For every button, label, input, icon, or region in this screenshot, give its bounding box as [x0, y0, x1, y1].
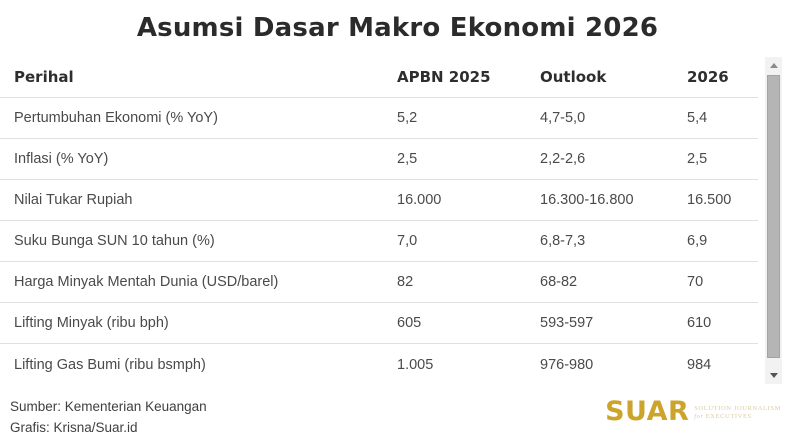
cell-2026: 5,4	[687, 110, 708, 126]
scrollbar-thumb[interactable]	[767, 75, 780, 358]
table-row: Suku Bunga SUN 10 tahun (%) 7,0 6,8-7,3 …	[0, 221, 758, 262]
cell-perihal: Suku Bunga SUN 10 tahun (%)	[14, 233, 215, 249]
credit-text: Grafis: Krisna/Suar.id	[10, 420, 138, 435]
macro-assumptions-table: Perihal APBN 2025 Outlook 2026 Pertumbuh…	[0, 57, 758, 385]
source-text: Sumber: Kementerian Keuangan	[10, 399, 207, 414]
cell-outlook: 6,8-7,3	[540, 233, 586, 249]
cell-2026: 610	[687, 315, 712, 331]
scrollbar-track[interactable]	[765, 74, 782, 367]
tagline-line2-for: for	[694, 413, 704, 420]
column-header-2026: 2026	[687, 68, 729, 86]
table-row: Pertumbuhan Ekonomi (% YoY) 5,2 4,7-5,0 …	[0, 98, 758, 139]
tagline-line1: SOLUTION JOURNALISM	[694, 405, 781, 412]
suar-logo: SUAR SOLUTION JOURNALISM for EXECUTIVES	[605, 398, 781, 425]
cell-outlook: 68-82	[540, 274, 578, 290]
cell-apbn-2025: 82	[397, 274, 414, 290]
cell-apbn-2025: 605	[397, 315, 422, 331]
column-header-perihal: Perihal	[14, 68, 74, 86]
cell-apbn-2025: 5,2	[397, 110, 418, 126]
page-title: Asumsi Dasar Makro Ekonomi 2026	[136, 13, 659, 43]
cell-outlook: 2,2-2,6	[540, 151, 586, 167]
cell-perihal: Pertumbuhan Ekonomi (% YoY)	[14, 110, 218, 126]
credits-block: Sumber: Kementerian Keuangan Grafis: Kri…	[10, 396, 207, 438]
table-row: Lifting Minyak (ribu bph) 605 593-597 61…	[0, 303, 758, 344]
cell-apbn-2025: 1.005	[397, 356, 434, 373]
scroll-up-button[interactable]	[765, 57, 782, 74]
table-row: Harga Minyak Mentah Dunia (USD/barel) 82…	[0, 262, 758, 303]
cell-2026: 16.500	[687, 192, 732, 208]
cell-2026: 6,9	[687, 233, 708, 249]
tagline-line2-executives: EXECUTIVES	[705, 413, 752, 420]
cell-perihal: Nilai Tukar Rupiah	[14, 192, 133, 208]
cell-2026: 2,5	[687, 151, 708, 167]
column-header-outlook: Outlook	[540, 68, 607, 86]
table-header-row: Perihal APBN 2025 Outlook 2026	[0, 57, 758, 98]
cell-outlook: 16.300-16.800	[540, 192, 634, 208]
footer: Sumber: Kementerian Keuangan Grafis: Kri…	[10, 396, 783, 438]
table-row: Nilai Tukar Rupiah 16.000 16.300-16.800 …	[0, 180, 758, 221]
suar-logo-wordmark: SUAR	[605, 396, 690, 427]
cell-perihal: Harga Minyak Mentah Dunia (USD/barel)	[14, 274, 279, 290]
cell-apbn-2025: 2,5	[397, 151, 418, 167]
column-header-apbn-2025: APBN 2025	[397, 68, 491, 86]
table-scrollbar[interactable]	[765, 57, 782, 384]
suar-logo-tagline: SOLUTION JOURNALISM for EXECUTIVES	[694, 405, 781, 421]
scroll-down-button[interactable]	[765, 367, 782, 384]
cell-outlook: 593-597	[540, 315, 594, 331]
cell-outlook: 976-980	[540, 356, 594, 373]
scroll-down-icon	[769, 373, 778, 378]
table-row: Inflasi (% YoY) 2,5 2,2-2,6 2,5	[0, 139, 758, 180]
cell-perihal: Inflasi (% YoY)	[14, 151, 109, 167]
cell-apbn-2025: 16.000	[397, 192, 442, 208]
cell-2026: 70	[687, 274, 704, 290]
cell-perihal: Lifting Minyak (ribu bph)	[14, 315, 169, 331]
cell-perihal: Lifting Gas Bumi (ribu bsmph)	[14, 356, 206, 373]
cell-outlook: 4,7-5,0	[540, 110, 586, 126]
table-row: Lifting Gas Bumi (ribu bsmph) 1.005 976-…	[0, 344, 758, 385]
cell-2026: 984	[687, 356, 712, 373]
scroll-up-icon	[769, 63, 778, 68]
cell-apbn-2025: 7,0	[397, 233, 418, 249]
